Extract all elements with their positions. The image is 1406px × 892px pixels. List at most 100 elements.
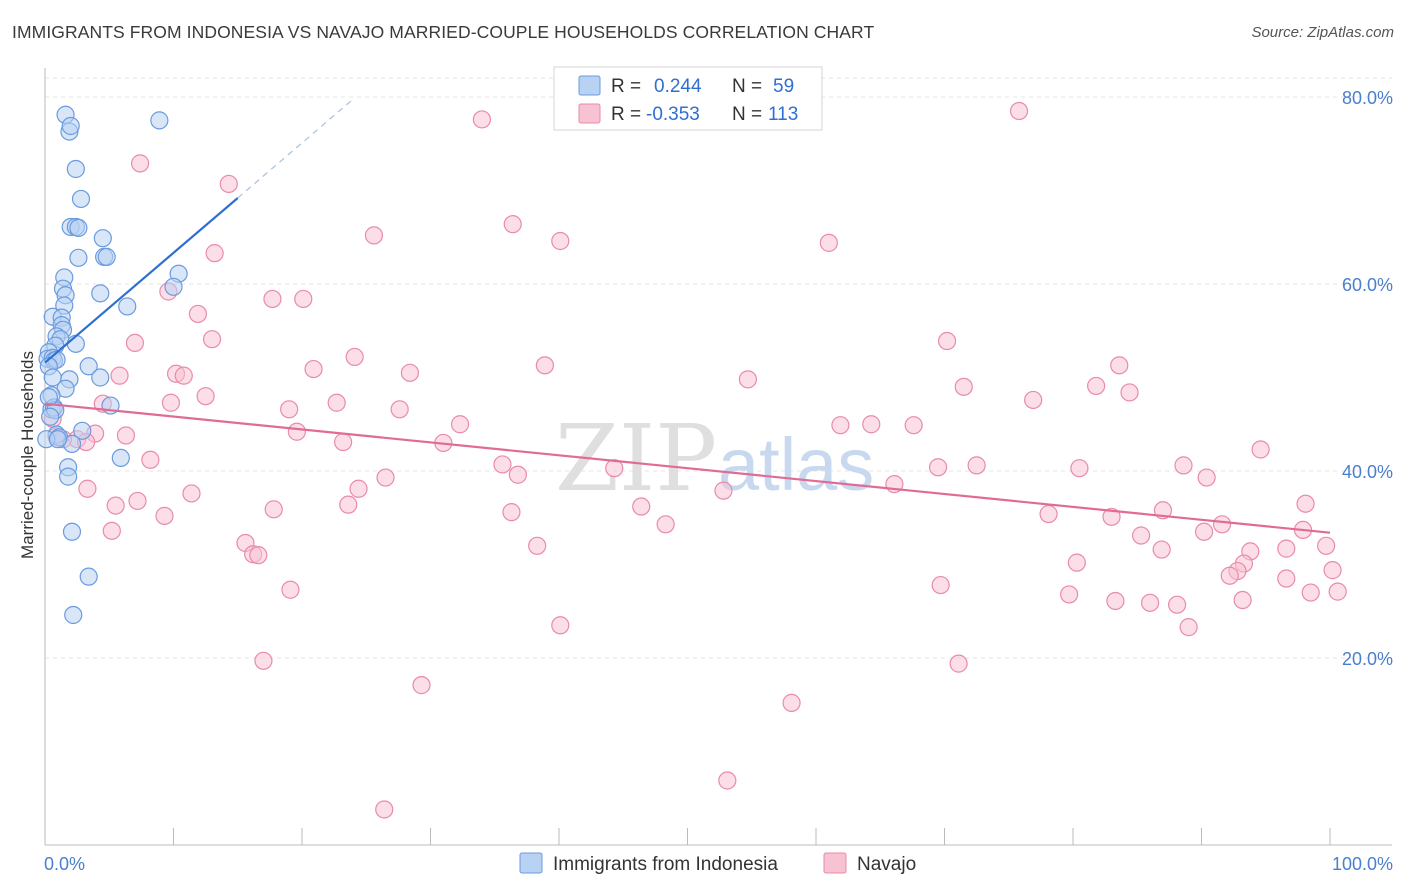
indonesia-point-16 — [91, 284, 110, 303]
navajo-point-104 — [1140, 593, 1160, 612]
legend-r-value-2: -0.353 — [646, 104, 700, 125]
indonesia-point-2 — [61, 116, 80, 136]
legend-swatch-blue — [578, 75, 601, 96]
navajo-point-62 — [349, 479, 368, 498]
navajo-point-75 — [1039, 504, 1058, 524]
navajo-point-34 — [390, 400, 409, 419]
navajo-point-110 — [782, 693, 801, 712]
navajo-point-72 — [502, 503, 521, 522]
navajo-point-60 — [1197, 468, 1216, 487]
indonesia-trend-extension — [237, 98, 354, 199]
navajo-point-61 — [78, 479, 97, 498]
navajo-point-109 — [412, 676, 431, 695]
navajo-point-6 — [551, 231, 570, 251]
navajo-point-47 — [334, 432, 353, 452]
tick-labels: 20.0% 40.0% 60.0% 80.0% 0.0% 100.0% — [44, 88, 1393, 874]
legend-r-value-1: 0.244 — [654, 76, 702, 97]
navajo-point-56 — [1174, 456, 1193, 475]
navajo-point-58 — [508, 465, 527, 484]
navajo-point-38 — [862, 415, 881, 434]
navajo-point-15 — [937, 331, 957, 351]
series-name-indonesia: Immigrants from Indonesia — [553, 854, 778, 875]
indonesia-point-53 — [62, 522, 82, 541]
indonesia-point-56 — [41, 407, 60, 426]
legend-n-value-2: 113 — [768, 104, 798, 125]
navajo-point-22 — [400, 363, 420, 382]
navajo-point-19 — [304, 359, 323, 379]
legend-n-label-2: N = — [732, 104, 762, 125]
indonesia-point-52 — [59, 467, 78, 486]
navajo-point-11 — [294, 289, 313, 309]
navajo-point-39 — [904, 416, 923, 435]
y-tick-label-3: 80.0% — [1342, 88, 1393, 108]
navajo-point-29 — [327, 393, 346, 412]
indonesia-point-4 — [66, 159, 85, 179]
navajo-point-2 — [130, 154, 150, 173]
navajo-point-10 — [263, 289, 282, 309]
navajo-point-112 — [375, 800, 394, 819]
x-tick-label-0: 0.0% — [44, 854, 85, 874]
navajo-point-101 — [1106, 591, 1125, 611]
navajo-point-42 — [116, 426, 136, 445]
indonesia-point-45 — [73, 421, 92, 440]
watermark: ZIP atlas — [555, 405, 874, 512]
navajo-point-74 — [1102, 507, 1121, 526]
indonesia-point-57 — [39, 388, 58, 407]
navajo-point-32 — [161, 393, 181, 412]
navajo-point-23 — [110, 366, 129, 385]
navajo-point-83 — [528, 536, 547, 555]
navajo-point-17 — [535, 356, 554, 375]
series-legend: Immigrants from Indonesia Navajo — [519, 852, 916, 875]
navajo-point-106 — [551, 616, 570, 635]
indonesia-point-12 — [97, 247, 116, 266]
indonesia-point-35 — [79, 357, 98, 376]
navajo-point-68 — [632, 497, 651, 516]
indonesia-point-5 — [71, 189, 91, 209]
indonesia-point-54 — [79, 567, 98, 586]
navajo-point-73 — [155, 506, 174, 525]
y-tick-label-1: 40.0% — [1342, 462, 1393, 482]
navajo-point-84 — [1317, 536, 1336, 555]
navajo-point-18 — [1110, 356, 1129, 375]
navajo-point-41 — [287, 422, 306, 441]
navajo-point-102 — [1233, 590, 1252, 610]
navajo-point-63 — [182, 484, 201, 503]
watermark-zip: ZIP — [555, 405, 717, 512]
stats-legend: R = 0.244 N = 59 R = -0.353 N = 113 — [553, 66, 823, 131]
navajo-point-57 — [376, 468, 395, 487]
navajo-point-25 — [954, 377, 973, 396]
axes — [44, 68, 1392, 846]
navajo-point-27 — [1120, 383, 1139, 402]
indonesia-point-58 — [48, 430, 67, 449]
navajo-point-95 — [1277, 569, 1296, 588]
navajo-point-89 — [249, 546, 268, 565]
navajo-point-92 — [1323, 561, 1342, 580]
navajo-point-91 — [1067, 553, 1086, 572]
legend-r-label-2: R = — [611, 104, 641, 125]
indonesia-point-55 — [64, 605, 83, 625]
navajo-point-49 — [1251, 440, 1270, 459]
series-swatch-navajo — [823, 852, 847, 874]
navajo-point-76 — [1212, 515, 1232, 534]
navajo-point-28 — [196, 387, 215, 406]
navajo-point-37 — [831, 416, 850, 435]
legend-n-value-1: 59 — [773, 76, 794, 97]
chart-title: IMMIGRANTS FROM INDONESIA VS NAVAJO MARR… — [12, 22, 875, 42]
x-tick-label-1: 100.0% — [1332, 854, 1393, 874]
navajo-point-14 — [125, 333, 145, 353]
y-tick-label-0: 20.0% — [1342, 649, 1393, 669]
navajo-point-78 — [102, 521, 121, 540]
navajo-point-111 — [718, 771, 737, 790]
indonesia-points — [37, 105, 188, 625]
navajo-point-81 — [1132, 526, 1151, 545]
navajo-point-64 — [714, 481, 733, 500]
navajo-point-16 — [345, 347, 364, 367]
navajo-point-100 — [1301, 583, 1320, 602]
navajo-point-96 — [931, 575, 950, 595]
navajo-point-103 — [1167, 595, 1187, 614]
navajo-point-98 — [1060, 585, 1079, 604]
navajo-point-70 — [1296, 494, 1315, 513]
navajo-point-50 — [141, 450, 160, 469]
navajo-point-12 — [188, 304, 208, 324]
navajo-point-5 — [364, 226, 384, 245]
